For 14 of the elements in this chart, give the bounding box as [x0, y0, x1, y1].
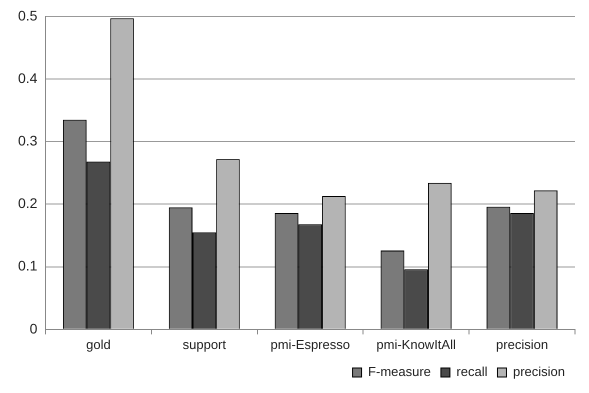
x-tick-label: pmi-Espresso	[270, 336, 350, 352]
x-tick-label: precision	[496, 336, 548, 352]
y-tick-label: 0.2	[18, 195, 38, 212]
legend-label: recall	[456, 364, 488, 380]
y-tick-label: 0.5	[18, 7, 38, 24]
y-tick-label: 0.4	[18, 70, 38, 86]
x-tick-label: gold	[86, 336, 111, 352]
y-tick-label: 0.1	[18, 258, 38, 274]
y-tick-label: 0.3	[18, 132, 38, 148]
legend-label: precision	[512, 364, 566, 380]
x-tick-label: support	[182, 336, 226, 352]
x-tick-label: pmi-KnowItAll	[376, 336, 456, 352]
y-tick-label: 0	[30, 320, 38, 336]
legend-label: F-measure	[368, 364, 431, 380]
